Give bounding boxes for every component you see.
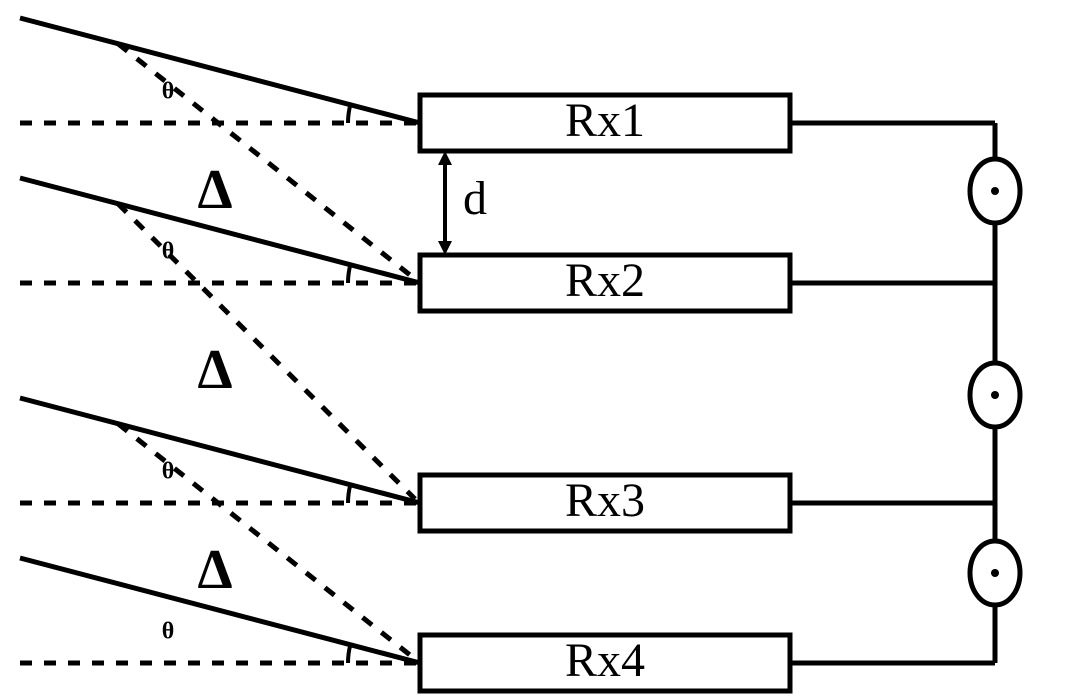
delta-label-3: Δ bbox=[197, 539, 232, 601]
mixer-dot-2 bbox=[991, 391, 999, 399]
angle-arc-1 bbox=[348, 105, 350, 123]
mixer-dot-1 bbox=[991, 187, 999, 195]
incident-ray-1 bbox=[20, 18, 420, 123]
rx-label-3: Rx3 bbox=[565, 474, 645, 527]
path-difference-dash-2 bbox=[118, 204, 415, 499]
rx-label-2: Rx2 bbox=[565, 254, 645, 307]
d-label: d bbox=[463, 172, 487, 225]
angle-arc-3 bbox=[348, 485, 350, 503]
mixer-dot-3 bbox=[991, 569, 999, 577]
angle-arc-4 bbox=[348, 645, 350, 663]
incident-ray-3 bbox=[20, 398, 420, 503]
theta-label-4: θ bbox=[162, 619, 175, 645]
rx-label-1: Rx1 bbox=[565, 94, 645, 147]
angle-arc-2 bbox=[348, 265, 350, 283]
rx-label-4: Rx4 bbox=[565, 634, 645, 687]
delta-label-2: Δ bbox=[197, 339, 232, 401]
delta-label-1: Δ bbox=[197, 159, 232, 221]
